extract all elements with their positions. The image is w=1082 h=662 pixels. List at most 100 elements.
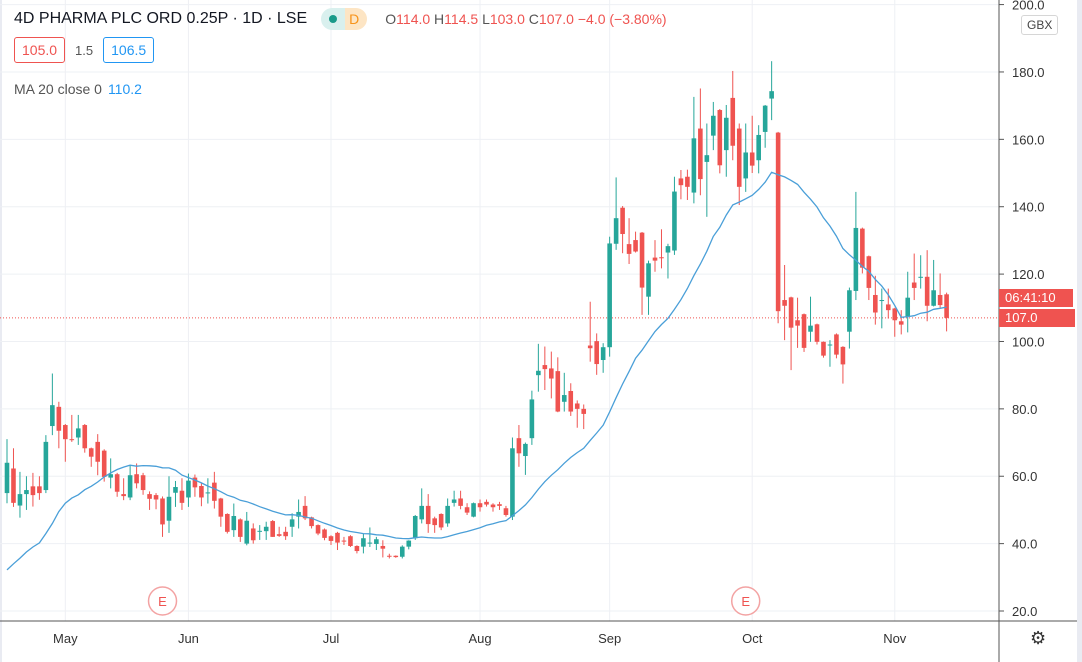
candle-body [698, 128, 703, 180]
candle-body [762, 105, 768, 132]
low-label: L [482, 11, 490, 27]
candle-body [296, 511, 301, 517]
candle-down [775, 131, 781, 324]
candle-down [218, 497, 224, 527]
candle-down [587, 301, 593, 362]
x-tick-label: Nov [883, 631, 907, 646]
candle-body [82, 425, 88, 449]
candle-body [723, 117, 729, 151]
candle-body [937, 294, 943, 306]
candle-body [276, 534, 282, 536]
candle-down [11, 448, 16, 507]
candle-down [328, 535, 334, 545]
buy-price-button[interactable]: 106.5 [103, 37, 155, 63]
candle-body [639, 232, 645, 288]
candle-body [497, 504, 502, 506]
candle-body [678, 178, 684, 186]
candle-down [944, 292, 949, 332]
candle-down [516, 425, 522, 467]
candle-down [911, 253, 917, 301]
candle-body [244, 520, 250, 544]
earnings-event-marker[interactable]: E [730, 586, 761, 616]
candle-down [788, 296, 794, 371]
spread-value: 1.5 [75, 42, 94, 58]
candle-down [568, 383, 574, 416]
candle-down [88, 447, 94, 467]
candle-down [542, 346, 548, 390]
candle-body [50, 405, 55, 427]
candle-body [399, 546, 405, 557]
grid [0, 0, 999, 621]
candle-down [840, 346, 846, 384]
candle-down [898, 310, 904, 335]
candle-body [477, 503, 483, 508]
earnings-circle-icon [730, 586, 761, 616]
candle-up [24, 476, 29, 510]
candle-up [600, 343, 606, 373]
candle-up [905, 271, 911, 333]
candle-up [723, 104, 729, 177]
candle-body [659, 257, 664, 259]
candle-down [620, 206, 625, 254]
candle-body [30, 486, 36, 496]
candle-up [769, 61, 774, 121]
candle-down [730, 70, 736, 161]
candle-down [652, 240, 658, 272]
close-label: C [528, 11, 539, 27]
candle-down [678, 169, 684, 200]
candle-up [665, 243, 671, 279]
candle-down [425, 494, 431, 533]
candle-down [199, 482, 204, 507]
ma-indicator-label: MA 20 close 0 [14, 81, 102, 97]
right-edge [1077, 0, 1082, 662]
candle-body [834, 334, 839, 355]
candle-body [205, 492, 211, 494]
candle-down [179, 478, 185, 510]
candles [4, 61, 949, 559]
candle-up [4, 439, 10, 504]
candle-down [626, 218, 632, 264]
candle-body [471, 503, 476, 517]
symbol-title[interactable]: 4D PHARMA PLC ORD 0.25P · 1D · LSE [14, 10, 308, 27]
gear-icon[interactable]: ⚙ [1030, 628, 1047, 648]
currency-badge[interactable]: GBX [1021, 15, 1059, 35]
bid-ask-quote: 105.0 1.5 106.5 [14, 37, 155, 63]
candle-down [250, 523, 256, 544]
candle-down [821, 341, 826, 358]
candle-body [685, 176, 690, 187]
earnings-event-marker[interactable]: E [147, 586, 178, 616]
candle-up [607, 236, 612, 357]
ma-indicator-legend[interactable]: MA 20 close 0 110.2 [14, 81, 142, 97]
candle-body [523, 443, 528, 457]
candle-down [30, 472, 36, 507]
candle-down [736, 123, 742, 206]
candle-body [17, 494, 23, 506]
sell-price-button[interactable]: 105.0 [14, 37, 66, 63]
candle-body [341, 540, 347, 542]
candle-body [665, 246, 671, 253]
candle-down [782, 265, 787, 341]
earnings-circle-icon [147, 586, 178, 616]
earnings-label: E [158, 594, 167, 609]
candle-body [743, 152, 749, 179]
high-value: 114.5 [444, 11, 479, 27]
x-tick-label: Jul [323, 631, 340, 646]
candle-down [322, 528, 327, 541]
candle-body [924, 276, 930, 306]
candle-body [672, 191, 677, 251]
candle-down [594, 333, 599, 375]
candle-up [412, 514, 418, 540]
candle-up [445, 498, 450, 527]
candle-body [756, 134, 761, 161]
candle-body [108, 474, 113, 478]
candle-down [814, 323, 820, 345]
candle-body [101, 450, 107, 477]
ma-indicator-value: 110.2 [107, 81, 142, 97]
market-status-badge[interactable]: D [321, 8, 368, 30]
y-tick-label: 40.0 [1012, 537, 1037, 552]
candle-body [114, 474, 120, 492]
candle-body [361, 538, 366, 547]
candle-down [341, 536, 347, 545]
candle-down [659, 229, 664, 269]
